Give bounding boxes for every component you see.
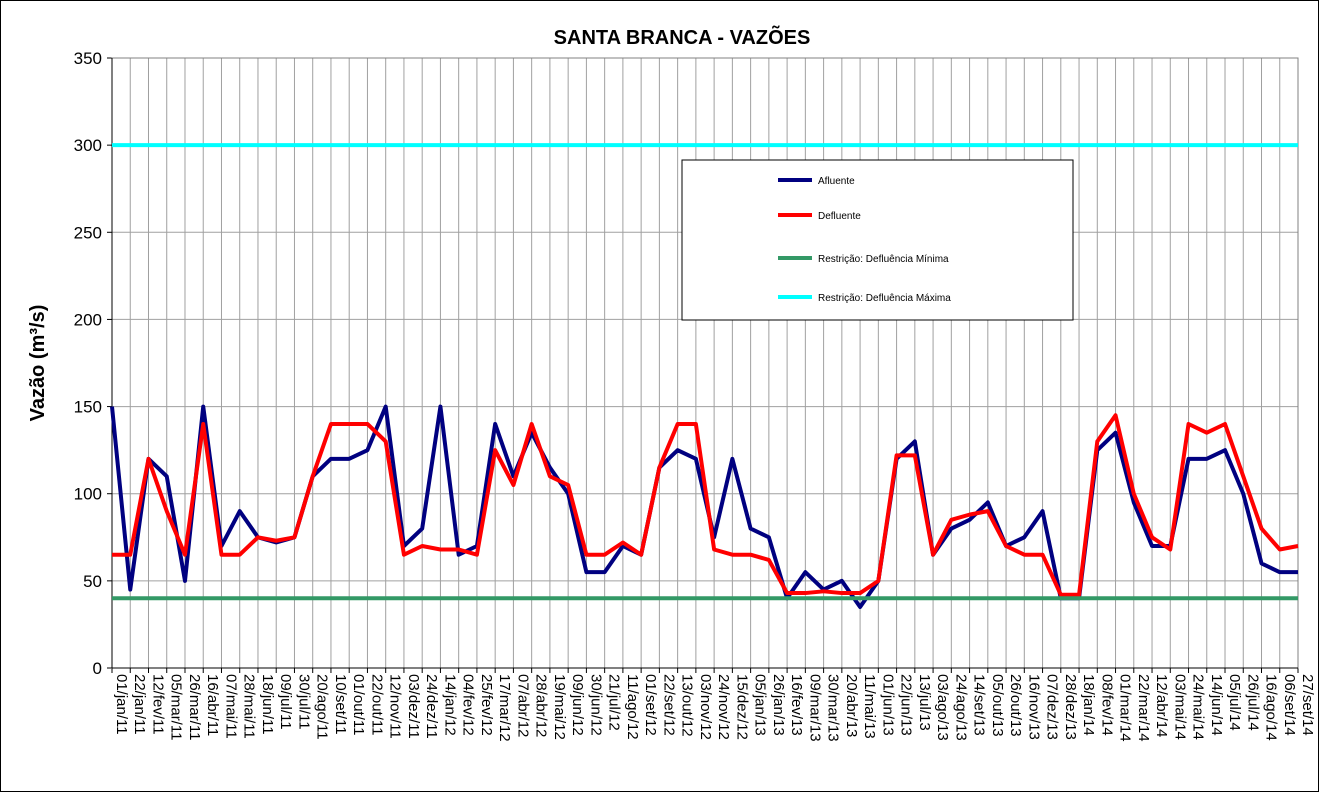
x-tick-label: 09/jul/11: [277, 674, 294, 730]
x-tick-label: 07/mai/11: [222, 674, 239, 739]
x-tick-label: 05/out/13: [989, 674, 1006, 737]
x-tick-label: 13/jul/13: [916, 674, 933, 731]
x-tick-label: 12/abr/14: [1153, 674, 1170, 737]
y-tick-label: 100: [74, 485, 102, 504]
x-tick-label: 22/jun/13: [898, 674, 915, 736]
x-tick-label: 06/set/14: [1281, 674, 1298, 736]
x-tick-label: 04/fev/12: [460, 674, 477, 736]
x-tick-label: 21/jul/12: [606, 674, 623, 731]
x-tick-label: 26/mar/11: [186, 674, 203, 740]
x-tick-label: 18/jun/11: [259, 674, 276, 735]
y-axis-label: Vazão (m³/s): [27, 305, 49, 422]
x-tick-label: 28/dez/13: [1062, 674, 1079, 740]
x-tick-label: 16/fev/13: [788, 674, 805, 736]
x-tick-label: 05/mar/11: [168, 674, 185, 740]
x-tick-label: 24/dez/11: [423, 674, 440, 739]
x-tick-label: 13/out/12: [679, 674, 696, 737]
x-tick-label: 16/ago/14: [1263, 674, 1280, 741]
legend-label: Restrição: Defluência Mínima: [818, 254, 949, 265]
x-tick-label: 09/mar/13: [806, 674, 823, 742]
x-tick-label: 12/fev/11: [149, 674, 166, 735]
x-tick-label: 14/jan/12: [441, 674, 458, 736]
x-tick-label: 05/jul/14: [1226, 674, 1243, 731]
y-tick-label: 0: [93, 659, 102, 678]
x-tick-label: 08/fev/14: [1098, 674, 1115, 736]
y-tick-label: 150: [74, 398, 102, 417]
y-tick-label: 200: [74, 310, 102, 329]
x-tick-label: 12/nov/11: [387, 674, 404, 739]
x-tick-label: 01/jun/13: [879, 674, 896, 736]
x-tick-label: 17/mar/12: [496, 674, 513, 742]
x-tick-label: 30/mar/13: [825, 674, 842, 742]
y-tick-label: 350: [74, 49, 102, 68]
y-tick-label: 50: [83, 572, 102, 591]
x-tick-label: 24/mai/14: [1190, 674, 1207, 740]
x-tick-label: 22/jan/11: [131, 674, 148, 735]
x-tick-label: 10/set/11: [332, 674, 349, 735]
x-tick-label: 03/dez/11: [405, 674, 422, 739]
plot-area: [112, 58, 1298, 668]
x-tick-label: 30/jul/11: [295, 674, 312, 730]
legend-box: [681, 159, 1074, 321]
x-tick-label: 28/abr/12: [533, 674, 550, 737]
x-tick-label: 11/ago/12: [624, 674, 641, 740]
y-tick-label: 300: [74, 136, 102, 155]
x-tick-label: 11/mai/13: [861, 674, 878, 739]
x-tick-label: 30/jun/12: [587, 674, 604, 736]
y-tick-label: 250: [74, 223, 102, 242]
x-tick-label: 09/jun/12: [569, 674, 586, 736]
x-tick-label: 18/jan/14: [1080, 674, 1097, 736]
x-tick-label: 14/set/13: [971, 674, 988, 736]
x-tick-label: 22/set/12: [660, 674, 677, 736]
series-line: [112, 413, 1299, 597]
x-tick-label: 07/dez/13: [1044, 674, 1061, 740]
x-tick-label: 03/nov/12: [697, 674, 714, 740]
x-tick-label: 20/ago/11: [314, 674, 331, 740]
x-tick-label: 26/out/13: [1007, 674, 1024, 737]
x-tick-label: 15/dez/12: [733, 674, 750, 740]
x-tick-label: 19/mai/12: [551, 674, 568, 740]
x-tick-label: 01/set/12: [642, 674, 659, 736]
x-tick-label: 24/ago/13: [952, 674, 969, 741]
x-tick-label: 27/set/14: [1299, 674, 1316, 736]
x-tick-label: 03/mai/14: [1171, 674, 1188, 740]
x-tick-label: 26/jan/13: [770, 674, 787, 736]
legend-label: Defluente: [818, 211, 861, 222]
x-tick-label: 05/jan/13: [752, 674, 769, 736]
x-tick-label: 14/jun/14: [1208, 674, 1225, 736]
legend-label: Afluente: [818, 176, 855, 187]
x-tick-label: 26/jul/14: [1244, 674, 1261, 731]
x-tick-label: 22/out/11: [368, 674, 385, 735]
x-tick-label: 01/jan/11: [113, 674, 130, 735]
x-tick-label: 22/mar/14: [1135, 674, 1152, 742]
x-tick-label: 16/abr/11: [204, 674, 221, 736]
x-tick-label: 28/mai/11: [241, 674, 258, 739]
legend-label: Restrição: Defluência Máxima: [818, 293, 951, 304]
x-tick-label: 16/nov/13: [1025, 674, 1042, 740]
chart-title: SANTA BRANCA - VAZÕES: [554, 25, 811, 49]
x-tick-label: 20/abr/13: [843, 674, 860, 737]
x-tick-label: 07/abr/12: [514, 674, 531, 737]
x-tick-label: 24/nov/12: [715, 674, 732, 740]
x-tick-label: 25/fev/12: [478, 674, 495, 736]
x-tick-label: 01/out/11: [350, 674, 367, 735]
x-tick-label: 01/mar/14: [1117, 674, 1134, 742]
x-tick-label: 03/ago/13: [934, 674, 951, 741]
